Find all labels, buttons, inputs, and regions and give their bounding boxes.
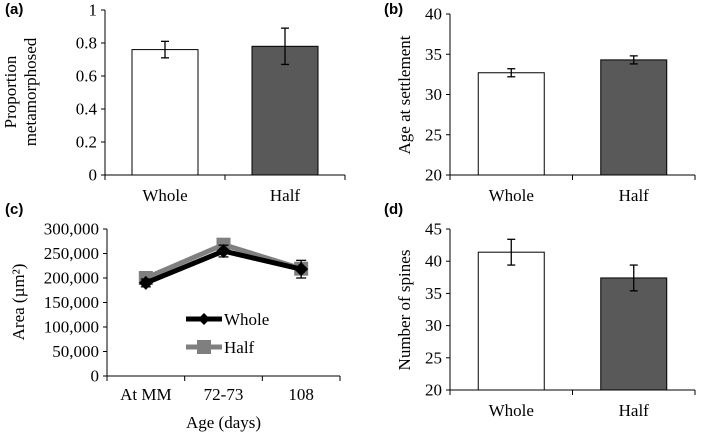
legend-marker	[197, 340, 211, 354]
error-bar-half	[281, 27, 289, 66]
y-tick-label: 150,000	[44, 293, 99, 312]
panel-label: (c)	[5, 201, 23, 218]
legend-item-whole: Whole	[186, 310, 269, 329]
bar-half	[251, 45, 319, 176]
y-tick-label: 0	[89, 166, 98, 185]
y-tick-label: 1	[89, 1, 98, 20]
error-bar-half	[629, 55, 638, 65]
y-tick-label: 30	[425, 316, 442, 335]
bar-whole	[477, 251, 545, 391]
panel-d: 20 25 30 35 40 45 (d) Number of spines Whole Half	[384, 201, 696, 420]
x-tick-label: Whole	[489, 401, 534, 420]
y-tick-label: 200,000	[44, 269, 99, 288]
x-tick-label: Half	[270, 186, 301, 205]
y-tick-label: 0.6	[76, 67, 97, 86]
legend-label: Whole	[224, 310, 269, 329]
bar-half	[600, 277, 668, 391]
x-tick-label: Whole	[142, 186, 187, 205]
panel-label: (b)	[384, 1, 403, 18]
y-tick-label: 45	[425, 220, 442, 239]
x-tick-label: Whole	[489, 186, 534, 205]
error-bar-whole	[507, 238, 516, 266]
x-tick-label: 72-73	[204, 385, 244, 404]
y-tick-label: 40	[425, 252, 442, 271]
y-tick-label: 100,000	[44, 318, 99, 337]
y-tick-label: 35	[425, 45, 442, 64]
bar-whole	[131, 49, 199, 176]
y-tick-label: 0.4	[76, 100, 98, 119]
point-whole	[216, 244, 231, 259]
y-tick-label: 20	[425, 166, 442, 185]
panel-label: (d)	[384, 201, 403, 218]
y-tick-label: 30	[425, 85, 442, 104]
y-axis-label: Proportion	[1, 55, 20, 128]
bar-whole	[477, 72, 545, 176]
y-tick-label: 20	[425, 381, 442, 400]
y-tick-label: 25	[425, 125, 442, 144]
y-tick-label: 250,000	[44, 244, 99, 263]
error-bar-half	[629, 264, 638, 292]
point-whole	[294, 262, 309, 277]
y-tick-label: 35	[425, 284, 442, 303]
panel-label: (a)	[5, 1, 23, 18]
x-axis-label: Age (days)	[186, 413, 261, 432]
point-whole	[138, 275, 153, 290]
y-tick-label: 0.8	[76, 34, 97, 53]
y-axis-label: Number of spines	[395, 250, 414, 371]
x-tick-label: At MM	[120, 385, 171, 404]
bar-half	[600, 59, 668, 176]
x-tick-label: 108	[288, 385, 314, 404]
x-tick-label: Half	[619, 186, 650, 205]
error-bar-whole	[161, 40, 169, 59]
y-tick-label: 50,000	[52, 342, 99, 361]
panel-c: 0 50,000 100,000 150,000 200,000 250,000 300,0…	[5, 201, 341, 432]
y-tick-label: 300,000	[44, 220, 99, 239]
panel-b: 20 25 30 35 40 (b) Age at settlement Whole Half	[384, 1, 696, 205]
legend-label: Half	[224, 338, 255, 357]
legend-item-half: Half	[186, 338, 255, 357]
panel-a: 0 0.2 0.4 0.6 0.8 1 (a) Proportion metamorphosed…	[1, 1, 346, 205]
x-tick-label: Half	[619, 401, 650, 420]
y-axis-label: metamorphosed	[21, 37, 40, 146]
legend-marker	[198, 313, 210, 325]
y-tick-label: 0.2	[76, 133, 97, 152]
y-axis-label: Area (µm²)	[9, 264, 28, 341]
y-tick-label: 0	[91, 367, 100, 386]
y-axis-label: Age at settlement	[395, 35, 414, 154]
error-bar-whole	[507, 68, 516, 78]
y-tick-label: 40	[425, 5, 442, 24]
legend: Whole Half	[186, 310, 269, 357]
series-whole	[138, 244, 309, 290]
y-tick-label: 25	[425, 348, 442, 367]
